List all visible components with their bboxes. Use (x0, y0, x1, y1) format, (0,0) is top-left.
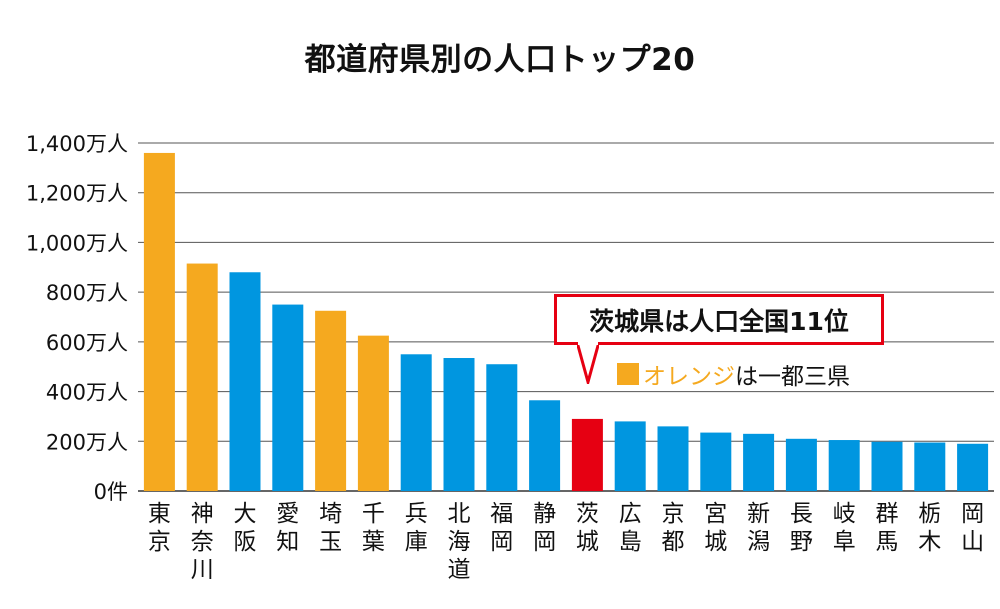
x-category-label: 大阪 (234, 501, 257, 555)
bar (614, 421, 646, 491)
bar (957, 443, 989, 491)
bar (914, 442, 946, 491)
legend-rest-text: は一都三県 (735, 364, 850, 390)
legend-highlight-text: オレンジ (643, 364, 735, 390)
callout-annotation: 茨城県は人口全国11位 (554, 294, 884, 345)
bar (529, 400, 561, 491)
bars (143, 152, 989, 491)
chart-title: 都道府県別の人口トップ20 (304, 42, 696, 78)
x-category-label: 宮城 (704, 501, 727, 555)
x-category-label: 静岡 (533, 501, 556, 555)
x-category-label: 埼玉 (319, 501, 342, 555)
bar (828, 440, 860, 491)
bar (143, 152, 175, 491)
x-category-label: 兵庫 (405, 501, 428, 555)
y-tick-label: 1,400万人 (26, 132, 128, 156)
x-category-label: 栃木 (918, 501, 941, 555)
x-axis-categories: 東京神奈川大阪愛知埼玉千葉兵庫北海道福岡静岡茨城広島京都宮城新潟長野岐阜群馬栃木… (148, 501, 984, 583)
bar (871, 441, 903, 491)
bar (657, 426, 689, 491)
y-axis-ticks: 0件 200万人 400万人 600万人 800万人 1,000万人 1,200万人 1,40… (26, 132, 128, 504)
bar (486, 364, 518, 491)
y-tick-label: 0件 (94, 480, 128, 504)
x-category-label: 新潟 (747, 501, 770, 555)
bar (785, 438, 817, 491)
x-category-label: 京都 (662, 501, 685, 555)
bar (443, 358, 475, 491)
x-category-label: 茨城 (576, 501, 599, 555)
y-tick-label: 1,000万人 (26, 231, 128, 255)
x-category-label: 神奈川 (191, 501, 214, 583)
bar (229, 272, 261, 491)
bar (315, 310, 347, 491)
y-tick-label: 200万人 (46, 430, 128, 454)
y-tick-label: 800万人 (46, 281, 128, 305)
x-category-label: 広島 (619, 501, 642, 555)
bar (272, 304, 304, 491)
x-category-label: 福岡 (490, 501, 513, 555)
bar (400, 354, 432, 491)
bar (571, 418, 603, 491)
x-category-label: 長野 (790, 501, 813, 555)
x-category-label: 愛知 (276, 501, 299, 555)
x-category-label: 岡山 (961, 501, 984, 555)
y-tick-label: 400万人 (46, 381, 128, 405)
legend-swatch (617, 363, 639, 385)
x-category-label: 千葉 (362, 501, 385, 555)
x-category-label: 北海道 (448, 501, 471, 583)
callout-pointer (577, 342, 599, 384)
x-category-label: 群馬 (876, 501, 899, 555)
y-tick-label: 1,200万人 (26, 182, 128, 206)
x-category-label: 岐阜 (833, 501, 856, 555)
y-tick-label: 600万人 (46, 331, 128, 355)
bar (186, 263, 218, 491)
bar (743, 433, 775, 491)
bar (700, 432, 732, 491)
bar (357, 335, 389, 491)
legend-note: オレンジ は一都三県 (617, 357, 850, 391)
x-category-label: 東京 (148, 501, 171, 555)
